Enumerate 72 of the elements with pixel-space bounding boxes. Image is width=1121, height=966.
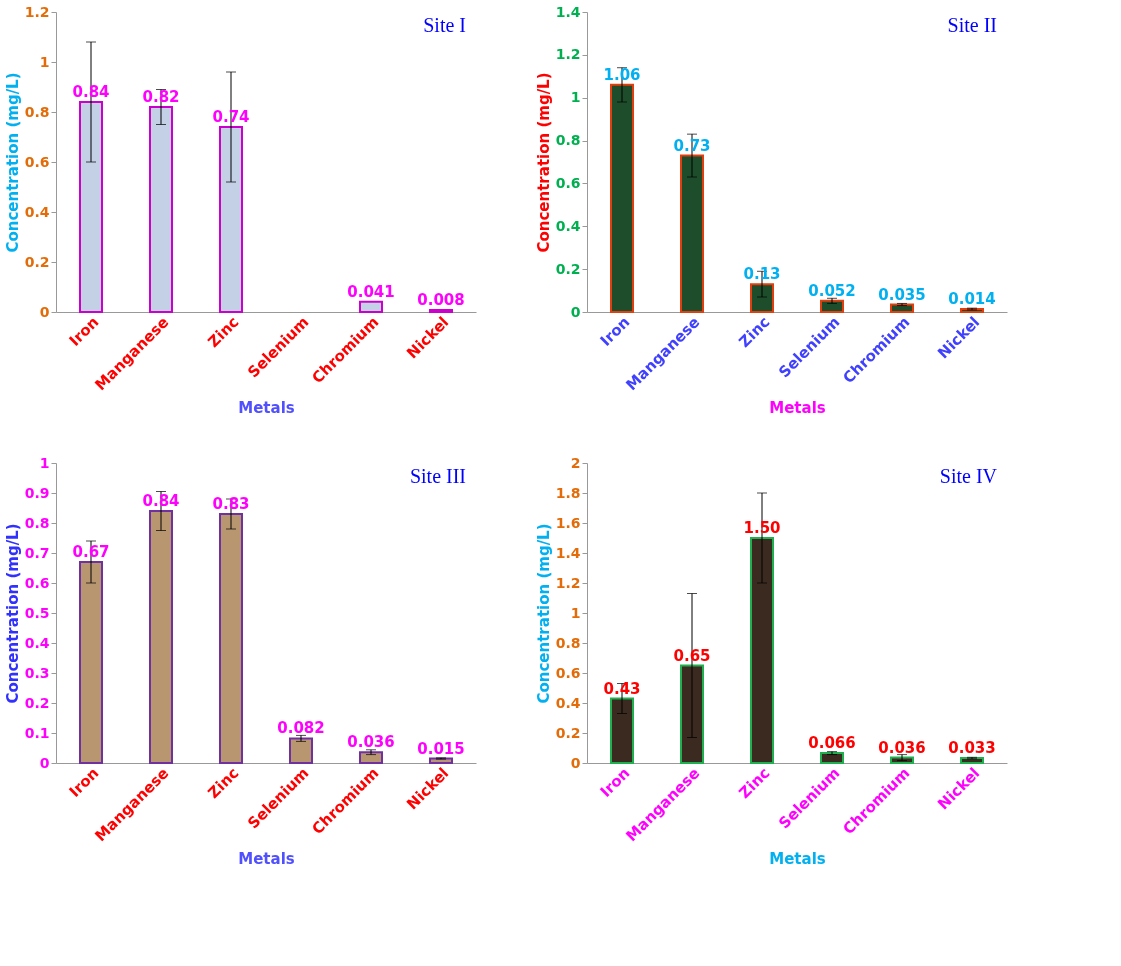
- chart-title: Site III: [409, 465, 466, 487]
- y-tick-label: 0.6: [555, 664, 581, 681]
- x-axis-title: Metals: [769, 850, 826, 869]
- y-tick-label: 1: [570, 89, 581, 106]
- data-label: 0.035: [878, 285, 926, 304]
- data-label: 0.74: [212, 108, 250, 126]
- y-tick-label: 0.2: [555, 260, 581, 277]
- data-label: 0.83: [212, 495, 250, 513]
- y-tick-label: 0: [570, 303, 581, 320]
- y-tick-label: 0.8: [24, 103, 50, 120]
- data-label: 0.036: [878, 738, 926, 757]
- y-tick-label: 0.2: [24, 694, 50, 711]
- y-tick-label: 0: [39, 754, 50, 771]
- y-tick-label: 1.4: [555, 3, 581, 20]
- y-tick-label: 0.8: [24, 514, 50, 531]
- data-label: 0.014: [948, 290, 996, 308]
- data-label: 0.033: [948, 739, 996, 758]
- data-label: 0.82: [142, 88, 180, 106]
- y-tick-label: 1: [39, 53, 50, 70]
- y-tick-label: 0: [39, 303, 50, 320]
- data-label: 0.43: [603, 679, 641, 698]
- y-tick-label: 0.6: [24, 574, 50, 591]
- data-label: 0.84: [142, 492, 180, 510]
- x-axis-title: Metals: [769, 399, 826, 418]
- data-label: 0.65: [673, 646, 711, 665]
- y-tick-label: 1.8: [555, 484, 581, 501]
- y-tick-label: 0.4: [24, 634, 50, 651]
- chart-title: Site IV: [939, 465, 998, 487]
- y-tick-label: 0.9: [24, 484, 50, 501]
- y-tick-label: 0.7: [24, 544, 50, 561]
- data-label: 0.13: [743, 265, 781, 284]
- data-label: 0.036: [347, 733, 395, 752]
- chart-title: Site I: [423, 14, 466, 36]
- y-axis-title: Concentration (mg/L): [3, 523, 22, 704]
- y-tick-label: 0.5: [24, 604, 50, 621]
- y-tick-label: 0: [570, 754, 581, 771]
- y-tick-label: 1.2: [24, 3, 50, 20]
- data-label: 0.052: [808, 281, 856, 300]
- y-tick-label: 0.4: [555, 694, 581, 711]
- data-label: 0.84: [72, 83, 110, 101]
- y-tick-label: 1.4: [555, 544, 581, 561]
- y-axis-title: Concentration (mg/L): [534, 72, 553, 253]
- y-tick-label: 0.4: [24, 203, 50, 220]
- y-tick-label: 0.3: [24, 664, 50, 681]
- y-tick-label: 0.2: [555, 724, 581, 741]
- y-tick-label: 0.6: [24, 153, 50, 170]
- y-axis-title: Concentration (mg/L): [534, 523, 553, 704]
- y-tick-label: 0.8: [555, 132, 581, 149]
- y-axis-title: Concentration (mg/L): [3, 72, 22, 253]
- data-label: 0.082: [277, 719, 325, 738]
- data-label: 0.73: [673, 136, 711, 155]
- data-label: 0.67: [72, 543, 110, 561]
- data-label: 0.041: [347, 282, 395, 301]
- y-tick-label: 0.1: [24, 724, 50, 741]
- chart-title: Site II: [947, 14, 997, 36]
- x-axis-title: Metals: [238, 399, 295, 418]
- y-tick-label: 1.6: [555, 514, 581, 531]
- y-tick-label: 1.2: [555, 46, 581, 63]
- y-tick-label: 0.4: [555, 217, 581, 234]
- data-label: 1.06: [603, 65, 641, 84]
- y-tick-label: 0.2: [24, 253, 50, 270]
- x-axis-title: Metals: [238, 850, 295, 869]
- data-label: 0.015: [417, 739, 465, 758]
- data-label: 1.50: [743, 519, 781, 537]
- y-tick-label: 1.2: [555, 574, 581, 591]
- data-label: 0.008: [417, 291, 465, 309]
- y-tick-label: 0.6: [555, 174, 581, 191]
- data-label: 0.066: [808, 734, 856, 753]
- y-tick-label: 1: [39, 454, 50, 471]
- y-tick-label: 1: [570, 604, 581, 621]
- y-tick-label: 2: [570, 454, 581, 471]
- y-tick-label: 0.8: [555, 634, 581, 651]
